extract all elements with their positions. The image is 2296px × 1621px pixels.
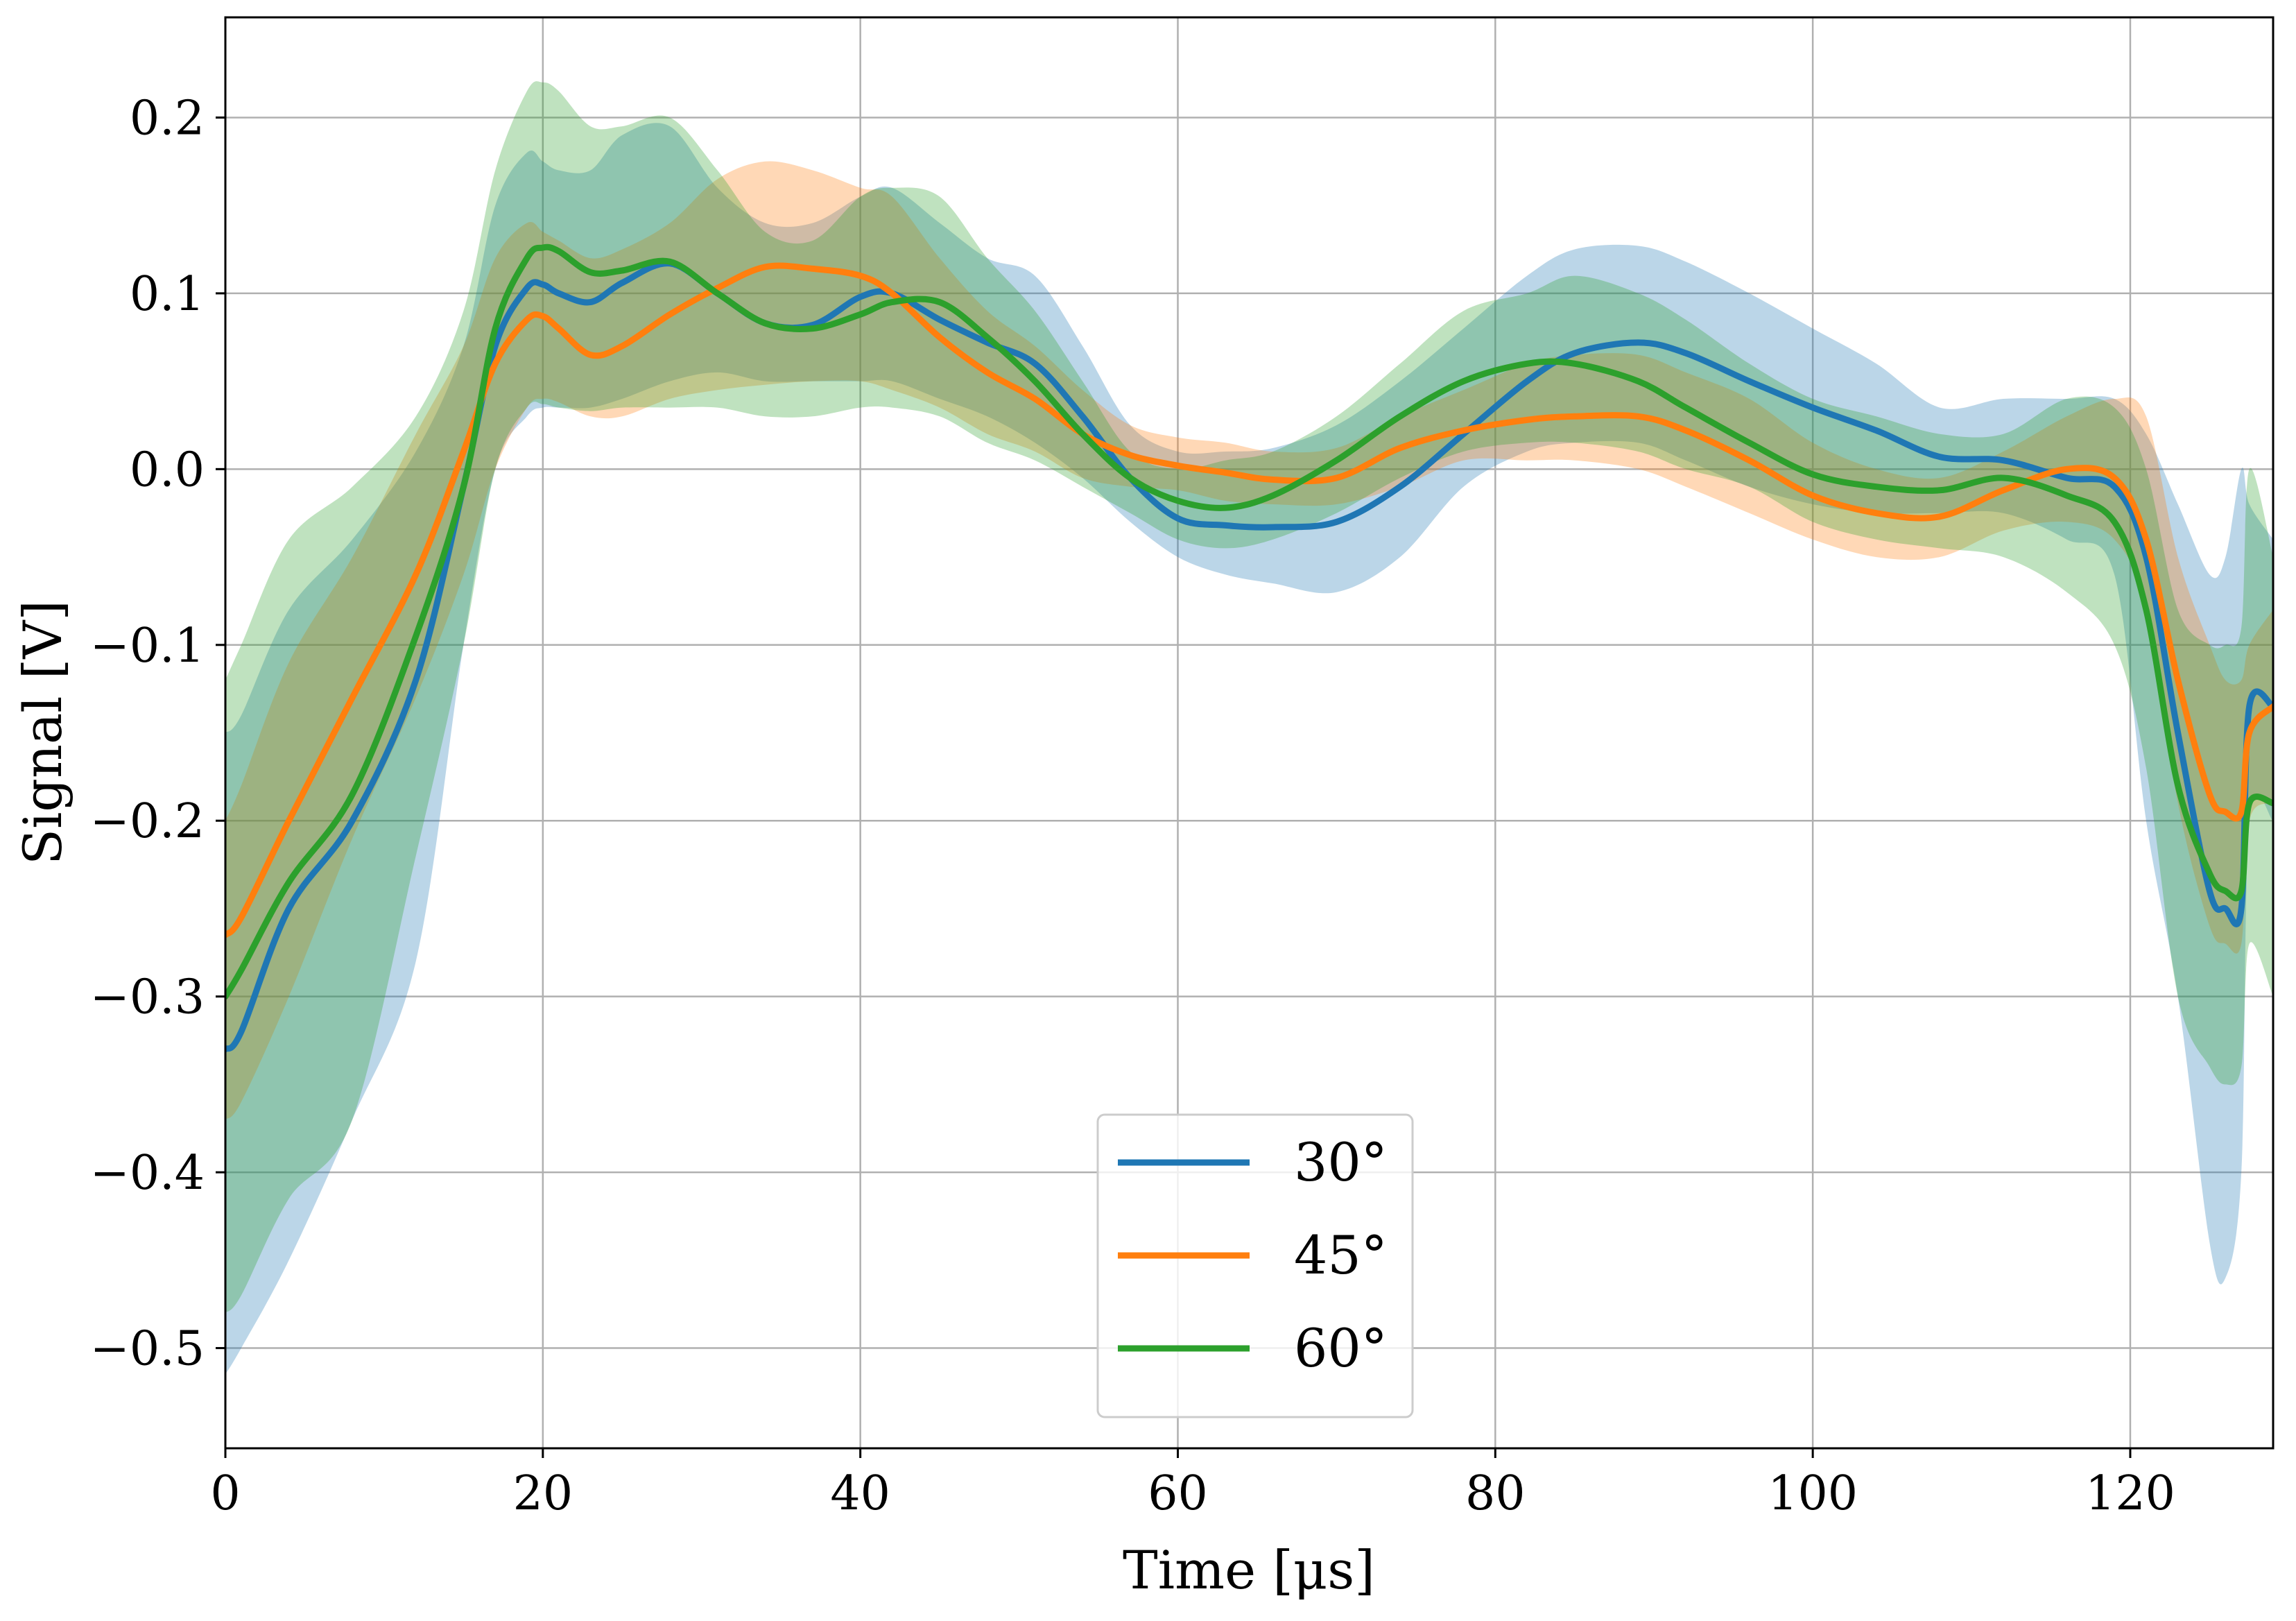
- x-tick-label: 80: [1465, 1466, 1526, 1521]
- x-tick-label: 100: [1768, 1466, 1858, 1521]
- y-axis-label: Signal [V]: [12, 600, 74, 865]
- plot-frame: [224, 16, 2275, 1450]
- series-line-45: [225, 262, 2273, 938]
- y-tick-label: −0.2: [90, 794, 205, 849]
- series-line-60: [225, 243, 2273, 1000]
- y-tick-label: −0.3: [90, 970, 205, 1025]
- legend: 30° 45° 60°: [1096, 1113, 1414, 1418]
- series-line-30: [225, 260, 2273, 1053]
- x-tick-label: 0: [210, 1466, 240, 1521]
- legend-frame: [1096, 1113, 1414, 1418]
- y-tick-label: −0.1: [90, 619, 205, 674]
- legend-label-60: 60°: [1294, 1317, 1388, 1379]
- x-tick-label: 120: [2085, 1466, 2175, 1521]
- series-lines: [225, 243, 2273, 1053]
- y-tick-label: −0.4: [90, 1146, 205, 1201]
- legend-label-45: 45°: [1294, 1224, 1388, 1286]
- legend-label-30: 30°: [1294, 1131, 1388, 1193]
- grid: [224, 17, 2273, 1448]
- band-30: [225, 123, 2273, 1375]
- y-axis-ticks: 0.2 0.1 0.0 −0.1 −0.2 −0.3 −0.4 −0.5: [90, 91, 225, 1377]
- x-tick-label: 40: [830, 1466, 890, 1521]
- x-tick-label: 20: [513, 1466, 573, 1521]
- x-axis-ticks: 0 20 40 60 80 100 120: [210, 1448, 2175, 1521]
- x-axis-label: Time [μs]: [1123, 1539, 1375, 1601]
- y-tick-label: 0.0: [130, 443, 205, 497]
- x-tick-label: 60: [1148, 1466, 1208, 1521]
- y-tick-label: 0.2: [130, 91, 205, 146]
- y-tick-label: −0.5: [90, 1322, 205, 1377]
- y-tick-label: 0.1: [130, 267, 205, 322]
